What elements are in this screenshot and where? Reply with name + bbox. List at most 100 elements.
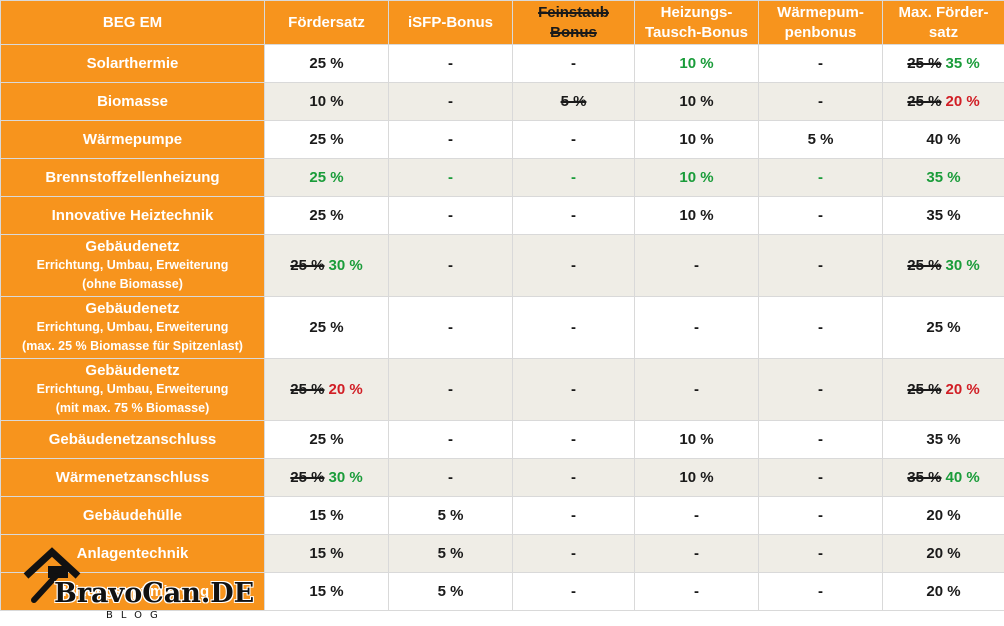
cell-isfp: - <box>388 196 513 235</box>
cell-max: 25 % <box>882 296 1004 359</box>
cell-max: 20 % <box>882 496 1004 535</box>
watermark-tag: BLOG <box>106 610 166 621</box>
cell-foerdersatz: 15 % <box>264 534 389 573</box>
cell-heizungstausch: - <box>634 534 759 573</box>
table-row: Gebäudenetz Errichtung, Umbau, Erweiterun… <box>0 296 1004 359</box>
table-row: Solarthermie 25 % - - 10 % - 25 % 35 % <box>0 44 1004 83</box>
cell-isfp: - <box>388 458 513 497</box>
cell-foerdersatz: 10 % <box>264 82 389 121</box>
row-label: Gebäudenetzanschluss <box>0 420 265 459</box>
cell-max: 20 % <box>882 572 1004 611</box>
cell-waermepumpe: - <box>758 572 883 611</box>
row-label: Gebäudenetz Errichtung, Umbau, Erweiterun… <box>0 296 265 359</box>
cell-heizungstausch: 10 % <box>634 196 759 235</box>
cell-max: 40 % <box>882 120 1004 159</box>
cell-feinstaub: - <box>512 496 635 535</box>
row-label: Gebäudenetz Errichtung, Umbau, Erweiterun… <box>0 358 265 421</box>
cell-max: 35 % 40 % <box>882 458 1004 497</box>
cell-waermepumpe: - <box>758 82 883 121</box>
cell-max: 25 % 20 % <box>882 82 1004 121</box>
cell-waermepumpe: - <box>758 158 883 197</box>
cell-feinstaub: - <box>512 358 635 421</box>
cell-waermepumpe: - <box>758 44 883 83</box>
cell-feinstaub: - <box>512 458 635 497</box>
cell-heizungstausch: - <box>634 296 759 359</box>
cell-waermepumpe: - <box>758 296 883 359</box>
header-feinstaub-bonus: Feinstaub Bonus <box>512 0 635 45</box>
cell-max: 25 % 30 % <box>882 234 1004 297</box>
cell-waermepumpe: - <box>758 358 883 421</box>
cell-foerdersatz: 25 % <box>264 44 389 83</box>
cell-max: 25 % 35 % <box>882 44 1004 83</box>
cell-feinstaub: - <box>512 158 635 197</box>
cell-foerdersatz: 25 % <box>264 420 389 459</box>
cell-isfp: - <box>388 296 513 359</box>
cell-heizungstausch: 10 % <box>634 120 759 159</box>
cell-feinstaub: - <box>512 296 635 359</box>
table-row: Gebäudenetz Errichtung, Umbau, Erweiterun… <box>0 234 1004 297</box>
cell-waermepumpe: - <box>758 234 883 297</box>
row-label: Wärmepumpe <box>0 120 265 159</box>
funding-table: BEG EM Fördersatz iSFP-Bonus Feinstaub Bo… <box>0 0 1004 611</box>
cell-feinstaub: - <box>512 44 635 83</box>
cell-max: 20 % <box>882 534 1004 573</box>
table-row: Heizungsoptimierung 15 % 5 % - - - 20 % <box>0 572 1004 611</box>
cell-max: 35 % <box>882 196 1004 235</box>
cell-waermepumpe: - <box>758 496 883 535</box>
cell-isfp: - <box>388 234 513 297</box>
table-row: Anlagentechnik 15 % 5 % - - - 20 % <box>0 534 1004 573</box>
table-row: Gebäudenetz Errichtung, Umbau, Erweiterun… <box>0 358 1004 421</box>
cell-isfp: - <box>388 82 513 121</box>
cell-foerdersatz: 25 % 30 % <box>264 234 389 297</box>
cell-feinstaub: - <box>512 420 635 459</box>
cell-heizungstausch: 10 % <box>634 458 759 497</box>
table-row: Gebäudehülle 15 % 5 % - - - 20 % <box>0 496 1004 535</box>
header-beg-em: BEG EM <box>0 0 265 45</box>
table-row: Biomasse 10 % - 5 % 10 % - 25 % 20 % <box>0 82 1004 121</box>
cell-foerdersatz: 25 % <box>264 120 389 159</box>
cell-heizungstausch: - <box>634 496 759 535</box>
header-heizungstausch-bonus: Heizungs- Tausch-Bonus <box>634 0 759 45</box>
cell-max: 25 % 20 % <box>882 358 1004 421</box>
cell-feinstaub: - <box>512 196 635 235</box>
cell-heizungstausch: - <box>634 358 759 421</box>
row-label: Biomasse <box>0 82 265 121</box>
cell-feinstaub: - <box>512 572 635 611</box>
row-label: Heizungsoptimierung <box>0 572 265 611</box>
table-row: Wärmenetzanschluss 25 % 30 % - - 10 % - 3… <box>0 458 1004 497</box>
row-label: Solarthermie <box>0 44 265 83</box>
header-row: BEG EM Fördersatz iSFP-Bonus Feinstaub Bo… <box>0 0 1004 45</box>
cell-isfp: 5 % <box>388 496 513 535</box>
cell-feinstaub: 5 % <box>512 82 635 121</box>
cell-heizungstausch: - <box>634 572 759 611</box>
row-label: Brennstoffzellenheizung <box>0 158 265 197</box>
cell-isfp: 5 % <box>388 572 513 611</box>
cell-isfp: - <box>388 158 513 197</box>
cell-waermepumpe: 5 % <box>758 120 883 159</box>
row-label: Wärmenetzanschluss <box>0 458 265 497</box>
table-row: Innovative Heiztechnik 25 % - - 10 % - 3… <box>0 196 1004 235</box>
cell-foerdersatz: 25 % 20 % <box>264 358 389 421</box>
cell-waermepumpe: - <box>758 534 883 573</box>
header-isfp-bonus: iSFP-Bonus <box>388 0 513 45</box>
cell-foerdersatz: 25 % <box>264 158 389 197</box>
cell-feinstaub: - <box>512 534 635 573</box>
cell-heizungstausch: - <box>634 234 759 297</box>
table-row: Wärmepumpe 25 % - - 10 % 5 % 40 % <box>0 120 1004 159</box>
cell-foerdersatz: 25 % 30 % <box>264 458 389 497</box>
cell-waermepumpe: - <box>758 196 883 235</box>
cell-isfp: - <box>388 358 513 421</box>
cell-heizungstausch: 10 % <box>634 420 759 459</box>
cell-feinstaub: - <box>512 234 635 297</box>
row-label: Innovative Heiztechnik <box>0 196 265 235</box>
cell-isfp: - <box>388 44 513 83</box>
cell-waermepumpe: - <box>758 458 883 497</box>
cell-feinstaub: - <box>512 120 635 159</box>
cell-isfp: - <box>388 120 513 159</box>
cell-max: 35 % <box>882 158 1004 197</box>
row-label: Gebäudenetz Errichtung, Umbau, Erweiterun… <box>0 234 265 297</box>
cell-isfp: 5 % <box>388 534 513 573</box>
table-row: Gebäudenetzanschluss 25 % - - 10 % - 35 … <box>0 420 1004 459</box>
header-waermepumpenbonus: Wärmepum-penbonus <box>758 0 883 45</box>
row-label: Gebäudehülle <box>0 496 265 535</box>
